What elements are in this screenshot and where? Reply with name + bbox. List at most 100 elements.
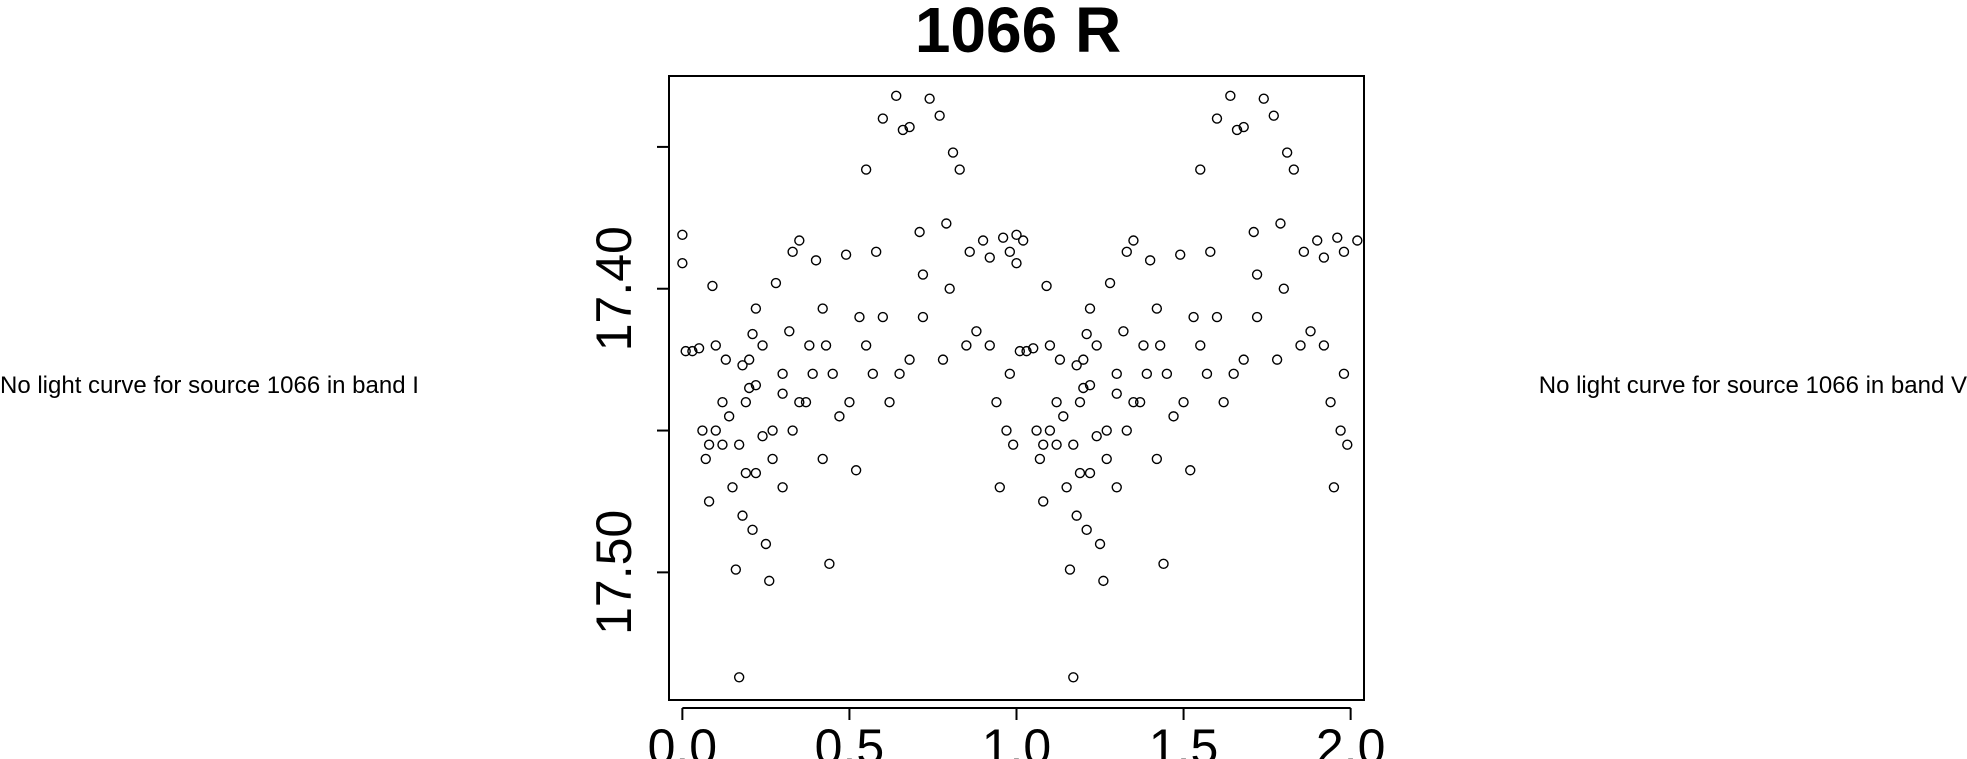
data-point [1044, 340, 1056, 351]
data-point [1074, 396, 1086, 408]
data-point [677, 258, 688, 269]
data-point [994, 482, 1005, 493]
data-point [820, 340, 832, 351]
data-point [747, 524, 758, 536]
data-point [723, 411, 735, 422]
data-point [733, 439, 745, 450]
data-point [1071, 510, 1082, 521]
data-point [1081, 328, 1092, 340]
data-point [1111, 482, 1122, 493]
data-point [1154, 340, 1166, 351]
data-point [897, 124, 909, 136]
data-point [764, 575, 775, 587]
data-point [1342, 439, 1353, 450]
data-point [1134, 396, 1146, 408]
data-point [860, 340, 872, 351]
x-axis: 0.0 0.5 1.0 1.5 2.0 [648, 707, 1385, 759]
data-point [777, 388, 788, 399]
data-point [1325, 396, 1336, 408]
data-point [1151, 453, 1163, 465]
data-point [1101, 425, 1112, 436]
x-tick-label: 1.0 [982, 719, 1052, 759]
data-point [824, 558, 835, 570]
data-point [947, 147, 959, 158]
data-point [1228, 368, 1239, 380]
no-light-curve-band-v-message: No light curve for source 1066 in band V [1538, 372, 1967, 399]
data-point [777, 368, 788, 380]
data-point [1038, 439, 1049, 450]
data-point [750, 303, 762, 314]
data-point [1275, 218, 1286, 229]
data-point [1094, 538, 1106, 550]
data-point [743, 382, 755, 394]
data-point [767, 453, 778, 465]
data-point [1278, 283, 1290, 294]
data-point [1098, 575, 1109, 587]
data-point [747, 328, 758, 340]
y-tick-label: 17.40 [586, 226, 642, 351]
data-point [944, 283, 955, 294]
data-point [1144, 255, 1156, 266]
data-point [777, 482, 788, 493]
data-point [1081, 524, 1092, 536]
data-point [743, 354, 755, 365]
data-point [1074, 467, 1086, 479]
data-point [1161, 368, 1173, 380]
data-point [703, 439, 715, 450]
data-point [730, 564, 742, 575]
data-point [1051, 396, 1062, 408]
data-points [677, 90, 1363, 683]
data-point [1205, 246, 1216, 258]
data-point [1128, 235, 1139, 246]
data-point [1071, 360, 1082, 371]
data-point [877, 113, 889, 124]
data-point [710, 425, 721, 436]
data-point [984, 340, 995, 351]
data-point [1318, 340, 1330, 351]
data-point [991, 396, 1002, 408]
data-point [1225, 90, 1236, 102]
data-point [1281, 147, 1293, 158]
data-point [1288, 164, 1300, 175]
x-tick-label: 0.0 [648, 719, 718, 759]
data-point [1312, 235, 1323, 246]
data-point [727, 482, 738, 493]
data-point [1335, 425, 1346, 436]
data-point [984, 252, 995, 263]
data-point [1078, 382, 1089, 394]
data-point [1084, 303, 1096, 314]
data-point [710, 340, 721, 351]
data-point [700, 453, 711, 465]
data-point [737, 360, 748, 371]
y-tick-label: 17.50 [586, 510, 642, 635]
data-point [1178, 396, 1189, 408]
data-point [1338, 246, 1350, 258]
data-point [807, 368, 818, 380]
data-point [877, 311, 889, 323]
data-point [1068, 439, 1079, 450]
data-point [1084, 379, 1096, 391]
data-point [1041, 280, 1052, 292]
data-point [1014, 345, 1026, 357]
data-point [1034, 453, 1046, 465]
data-point [693, 343, 705, 354]
data-point [1238, 354, 1249, 365]
data-point [1251, 269, 1263, 280]
data-point [1211, 311, 1223, 323]
plot-frame [668, 75, 1365, 701]
data-point [817, 453, 828, 465]
data-point [787, 425, 798, 436]
data-point [1118, 326, 1129, 337]
data-point [1011, 229, 1022, 241]
data-point [860, 164, 872, 175]
data-point [687, 345, 698, 357]
data-point [1318, 252, 1330, 263]
data-point [917, 311, 929, 323]
data-point [1352, 235, 1363, 246]
data-point [767, 425, 778, 436]
data-point [1271, 354, 1283, 365]
data-point [1111, 368, 1122, 380]
data-point [680, 345, 691, 357]
data-point [1068, 672, 1079, 683]
